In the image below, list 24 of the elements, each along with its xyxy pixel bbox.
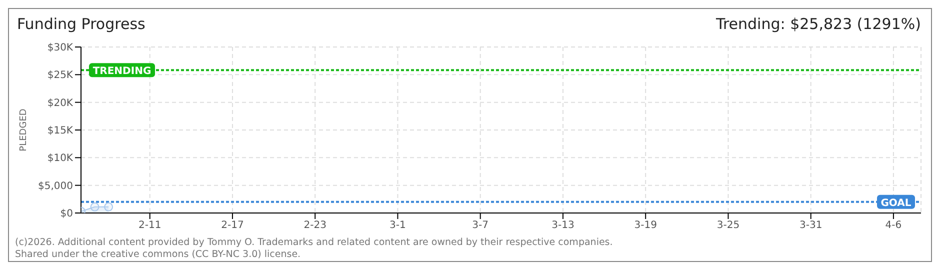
y-tick-label: $5,000	[38, 180, 73, 192]
x-tick-label: 3-13	[552, 220, 574, 232]
y-tick-label: $25K	[47, 70, 74, 82]
x-tick-label: 3-1	[390, 220, 406, 232]
text: Trending: $25,823 (1291%)	[716, 15, 921, 33]
x-tick-label: 3-25	[716, 220, 740, 232]
x-tick-label: 3-7	[472, 220, 489, 232]
x-tick-label: 2-11	[138, 220, 162, 232]
y-tick-label: $30K	[47, 42, 74, 54]
y-tick-label: $10K	[47, 153, 74, 164]
y-tick-label: $0	[60, 208, 73, 220]
text: (c)2026. Additional content provided by Tommy O. Trademarks and related content are owned by their respective companies.	[15, 237, 613, 249]
x-tick-label: 2-23	[304, 220, 326, 232]
x-tick-label: 4-6	[885, 220, 902, 232]
y-tick-label: $15K	[47, 126, 74, 137]
x-tick-label: 3-31	[799, 220, 822, 232]
ref-line-label: TRENDING	[92, 66, 152, 78]
x-tick-label: 2-17	[221, 220, 244, 232]
y-tick-label: $20K	[47, 98, 74, 109]
x-tick-label: 3-19	[634, 220, 657, 232]
ref-line-label: GOAL	[880, 198, 912, 209]
text: Shared under the creative commons (CC BY-NC 3.0) license.	[15, 249, 302, 261]
chart-title: Funding Progress	[17, 15, 146, 33]
y-axis-title: PLEDGED	[19, 108, 30, 152]
